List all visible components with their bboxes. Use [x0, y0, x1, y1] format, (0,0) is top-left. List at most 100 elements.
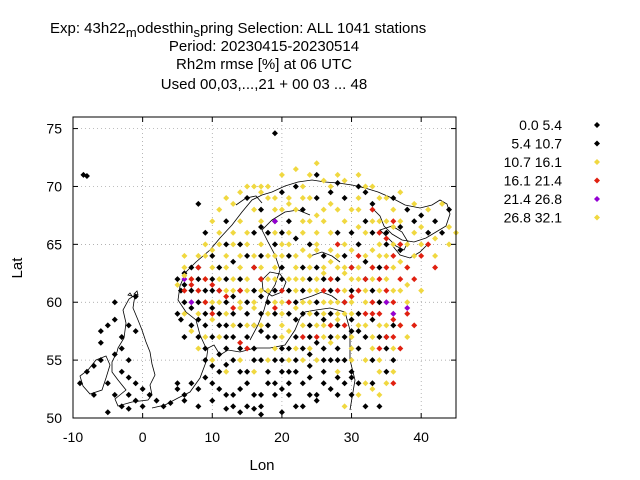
station-point: [342, 270, 348, 276]
station-point: [105, 322, 111, 328]
station-point: [251, 253, 257, 259]
station-point: [349, 207, 355, 213]
station-point: [279, 369, 285, 375]
station-point: [321, 346, 327, 352]
station-point: [133, 328, 139, 334]
station-point: [390, 311, 396, 317]
y-tick-label: 50: [46, 410, 62, 426]
station-point: [411, 322, 417, 328]
station-point: [181, 282, 187, 288]
legend: 0.0 5.45.4 10.710.7 16.116.1 21.421.4 26…: [504, 117, 600, 226]
station-point: [369, 218, 375, 224]
station-point: [258, 207, 264, 213]
station-point: [279, 241, 285, 247]
station-point: [432, 265, 438, 271]
station-point: [383, 334, 389, 340]
station-point: [425, 207, 431, 213]
station-point: [369, 299, 375, 305]
station-point: [362, 403, 368, 409]
station-point: [98, 328, 104, 334]
station-point: [321, 270, 327, 276]
station-point: [349, 299, 355, 305]
station-point: [174, 386, 180, 392]
station-point: [342, 241, 348, 247]
station-point: [307, 363, 313, 369]
station-point: [258, 412, 264, 418]
station-point: [390, 207, 396, 213]
station-point: [216, 207, 222, 213]
station-point: [286, 357, 292, 363]
station-point: [244, 241, 250, 247]
station-point: [362, 218, 368, 224]
station-point: [328, 386, 334, 392]
station-point: [272, 380, 278, 386]
station-point: [216, 288, 222, 294]
station-point: [328, 183, 334, 189]
station-point: [369, 265, 375, 271]
station-point: [321, 369, 327, 375]
station-point: [314, 392, 320, 398]
station-point: [342, 178, 348, 184]
station-point: [335, 322, 341, 328]
station-point: [188, 380, 194, 386]
station-point: [383, 265, 389, 271]
station-point: [383, 288, 389, 294]
station-point: [112, 317, 118, 323]
station-point: [356, 311, 362, 317]
station-point: [307, 218, 313, 224]
station-point: [342, 322, 348, 328]
station-point: [293, 288, 299, 294]
station-point: [181, 311, 187, 317]
station-point: [300, 265, 306, 271]
station-point: [91, 363, 97, 369]
station-point: [251, 288, 257, 294]
station-point: [383, 299, 389, 305]
station-point: [174, 311, 180, 317]
station-point: [293, 369, 299, 375]
title-line-3: Rh2m rmse [%] at 06 UTC: [176, 56, 352, 73]
station-point: [195, 386, 201, 392]
station-point: [230, 288, 236, 294]
station-point: [279, 357, 285, 363]
station-point: [369, 357, 375, 363]
station-point: [216, 334, 222, 340]
station-point: [202, 357, 208, 363]
station-point: [390, 218, 396, 224]
station-point: [230, 334, 236, 340]
legend-marker: [594, 178, 600, 184]
station-point: [328, 299, 334, 305]
station-point: [293, 317, 299, 323]
station-point: [335, 253, 341, 259]
station-point: [244, 403, 250, 409]
station-point: [362, 189, 368, 195]
station-point: [335, 392, 341, 398]
station-point: [258, 241, 264, 247]
station-point: [390, 346, 396, 352]
station-point: [314, 195, 320, 201]
station-point: [300, 183, 306, 189]
station-point: [272, 195, 278, 201]
station-point: [237, 346, 243, 352]
station-point: [321, 276, 327, 282]
station-point: [195, 299, 201, 305]
station-point: [362, 259, 368, 265]
station-point: [181, 334, 187, 340]
station-point: [342, 299, 348, 305]
station-point: [328, 340, 334, 346]
station-point: [223, 322, 229, 328]
station-point: [209, 398, 215, 404]
station-point: [258, 328, 264, 334]
station-point: [84, 369, 90, 375]
station-point: [237, 253, 243, 259]
station-point: [105, 409, 111, 415]
station-point: [418, 288, 424, 294]
legend-marker: [594, 122, 600, 128]
station-point: [251, 265, 257, 271]
station-point: [293, 346, 299, 352]
station-point: [321, 322, 327, 328]
station-point: [439, 230, 445, 236]
station-point: [335, 180, 341, 186]
station-point: [397, 322, 403, 328]
station-point: [335, 299, 341, 305]
station-point: [230, 276, 236, 282]
